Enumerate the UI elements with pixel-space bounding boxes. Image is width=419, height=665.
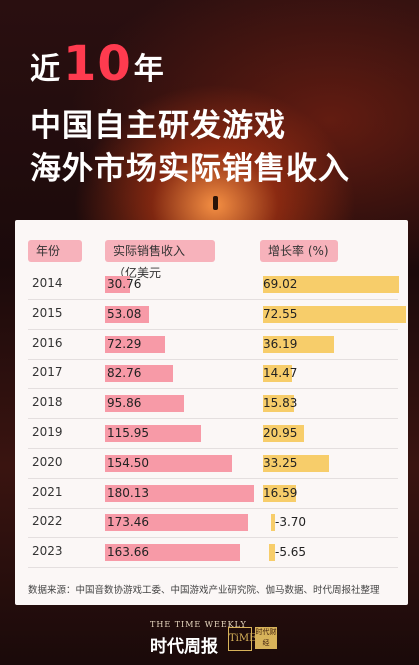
row-divider bbox=[28, 567, 398, 569]
row-divider bbox=[28, 328, 398, 330]
growth-value: 14.47 bbox=[263, 366, 298, 381]
year-cell: 2017 bbox=[32, 365, 63, 380]
growth-bar bbox=[263, 395, 295, 413]
table-row: 2023 163.66 -5.65 bbox=[15, 540, 408, 569]
table-row: 2016 72.29 36.19 bbox=[15, 332, 408, 360]
growth-bar bbox=[263, 305, 406, 323]
brand-chinese: 时代周报 bbox=[150, 637, 218, 657]
sales-value: 72.29 bbox=[107, 336, 142, 351]
growth-bar bbox=[263, 484, 296, 502]
source-note: 数据来源：中国音数协游戏工委、中国游戏产业研究院、伽马数据、时代周报社整理 bbox=[28, 585, 380, 596]
sales-value: 30.76 bbox=[107, 277, 142, 291]
sales-bar bbox=[105, 514, 249, 532]
table-row: 2019 115.95 20.95 bbox=[15, 421, 408, 449]
footer: THE TIME WEEKLY 时代周报 TiME 时代财经 bbox=[0, 615, 419, 665]
row-divider bbox=[28, 477, 398, 479]
column-header-growth: 增长率 (%) bbox=[260, 240, 338, 262]
year-cell: 2016 bbox=[32, 335, 63, 350]
sales-bar bbox=[105, 484, 254, 502]
growth-value: 16.59 bbox=[263, 485, 298, 500]
sales-bar bbox=[105, 395, 185, 413]
year-cell: 2023 bbox=[32, 544, 63, 559]
title-prefix: 近 bbox=[30, 52, 61, 87]
sales-value: 95.86 bbox=[107, 396, 142, 411]
sales-bar bbox=[105, 454, 233, 472]
sales-bar bbox=[105, 425, 201, 442]
growth-bar bbox=[263, 365, 292, 383]
growth-bar bbox=[263, 276, 399, 293]
row-divider bbox=[28, 537, 398, 539]
growth-value: 72.55 bbox=[263, 306, 298, 321]
finance-logo-icon: 时代财经 bbox=[255, 627, 277, 649]
title-line-2: 中国自主研发游戏 bbox=[30, 108, 286, 144]
year-cell: 2014 bbox=[32, 276, 63, 290]
growth-value: 20.95 bbox=[263, 426, 298, 440]
growth-bar bbox=[263, 335, 335, 353]
table-row: 2018 95.86 15.83 bbox=[15, 391, 408, 420]
sales-bar bbox=[105, 365, 174, 383]
time-logo-icon: TiME bbox=[228, 627, 256, 651]
table-row: 2022 173.46 -3.70 bbox=[15, 510, 408, 539]
title-line-1: 近10年 bbox=[30, 40, 165, 90]
sales-value: 180.13 bbox=[107, 485, 149, 500]
year-cell: 2021 bbox=[32, 484, 63, 499]
table-row: 2020 154.50 33.25 bbox=[15, 451, 408, 479]
year-cell: 2022 bbox=[32, 514, 63, 529]
sales-bar bbox=[105, 544, 241, 562]
sales-value: 173.46 bbox=[107, 515, 149, 530]
growth-value: 15.83 bbox=[263, 396, 298, 411]
column-header-year: 年份 bbox=[28, 240, 82, 262]
sales-value: 53.08 bbox=[107, 306, 142, 321]
table-row: 2017 82.76 14.47 bbox=[15, 361, 408, 390]
title-suffix: 年 bbox=[133, 52, 165, 87]
title-line-3: 海外市场实际销售收入 bbox=[30, 151, 350, 187]
sales-value: 154.50 bbox=[107, 455, 149, 470]
sales-value: 82.76 bbox=[107, 366, 142, 381]
brand-english: THE TIME WEEKLY bbox=[150, 620, 247, 629]
table-row: 2015 53.08 72.55 bbox=[15, 302, 408, 330]
growth-value: -5.65 bbox=[275, 545, 307, 560]
sales-bar bbox=[105, 276, 131, 293]
growth-bar bbox=[268, 544, 275, 562]
year-cell: 2015 bbox=[32, 305, 63, 320]
sales-bar bbox=[105, 335, 165, 353]
sales-value: 115.95 bbox=[107, 426, 149, 440]
sales-value: 163.66 bbox=[107, 545, 149, 560]
title-number: 10 bbox=[63, 36, 132, 92]
table-row: 2014 30.76 69.02 bbox=[15, 272, 408, 300]
row-divider bbox=[28, 299, 398, 300]
growth-bar bbox=[263, 425, 305, 442]
growth-value: 33.25 bbox=[263, 455, 298, 470]
row-divider bbox=[28, 388, 398, 390]
year-cell: 2019 bbox=[32, 425, 63, 439]
column-header-sales: 实际销售收入（亿美元 bbox=[105, 240, 215, 280]
data-table-panel: 年份 实际销售收入（亿美元 增长率 (%) 2014 30.76 69.02 2015… bbox=[15, 220, 408, 605]
row-divider bbox=[28, 448, 398, 449]
growth-value: 69.02 bbox=[263, 277, 298, 291]
row-divider bbox=[28, 418, 398, 420]
growth-value: 36.19 bbox=[263, 336, 298, 351]
year-cell: 2018 bbox=[32, 395, 63, 410]
silhouette-figure-icon bbox=[213, 196, 218, 210]
growth-bar bbox=[270, 514, 275, 532]
row-divider bbox=[28, 507, 398, 509]
row-divider bbox=[28, 358, 398, 360]
growth-value: -3.70 bbox=[275, 515, 307, 530]
table-row: 2021 180.13 16.59 bbox=[15, 481, 408, 509]
sales-bar bbox=[105, 305, 149, 323]
year-cell: 2020 bbox=[32, 454, 63, 469]
growth-bar bbox=[263, 454, 329, 472]
